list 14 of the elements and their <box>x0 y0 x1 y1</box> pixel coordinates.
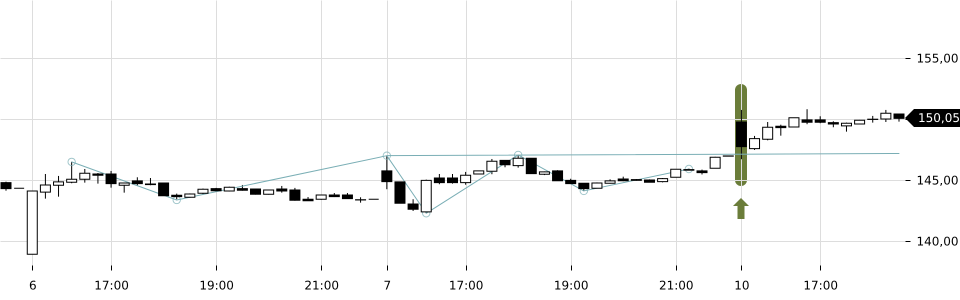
x-tick-label: 17:00 <box>803 278 838 292</box>
x-tick-label: 21:00 <box>304 278 339 292</box>
x-tick-label: 19:00 <box>199 278 234 292</box>
x-tick-label: 10 <box>734 278 750 292</box>
x-tick-label: 17:00 <box>448 278 484 292</box>
y-tick-label: 140,00 <box>916 234 958 248</box>
x-tick-label: 21:00 <box>658 278 694 292</box>
y-tick-label: 145,00 <box>916 173 958 188</box>
x-tick-label: 7 <box>384 278 392 292</box>
x-tick-label: 19:00 <box>554 278 588 292</box>
x-tick-label: 17:00 <box>94 278 129 292</box>
x-tick-label: 6 <box>28 278 37 292</box>
ref-line-label: 150,05 <box>914 109 960 128</box>
y-tick-label: 155,00 <box>916 51 958 66</box>
